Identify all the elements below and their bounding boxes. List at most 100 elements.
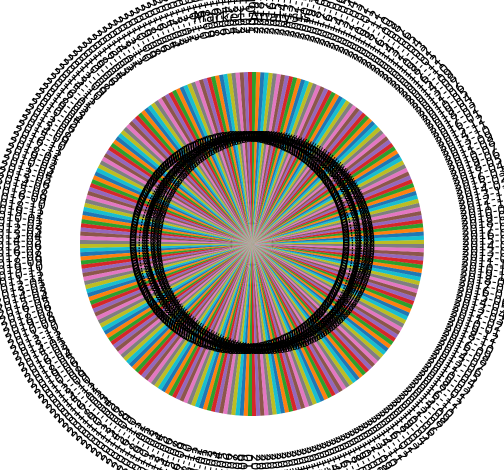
pie-category-label: 2018-09 xyxy=(235,453,252,470)
pie-slice xyxy=(252,84,321,244)
pie-slice xyxy=(187,244,252,405)
pie-slice xyxy=(87,190,253,244)
pie-slice xyxy=(239,244,252,416)
pie-slice xyxy=(179,86,252,244)
pie-slice xyxy=(198,244,252,409)
pie-slice xyxy=(252,80,310,244)
pie-slice xyxy=(247,244,252,416)
pie-slice xyxy=(92,244,252,313)
pie-percent-label: 0.4% xyxy=(323,298,356,313)
pie-slice xyxy=(252,244,424,261)
pie-slice xyxy=(126,244,252,365)
pie-slice xyxy=(252,244,347,391)
pie-slice xyxy=(80,231,252,244)
pie-percent-label: 0.4% xyxy=(338,207,371,222)
pie-slice xyxy=(112,244,252,349)
pie-percent-label: 0.4% xyxy=(282,140,315,155)
pie-slice xyxy=(252,171,410,244)
pie-slice xyxy=(252,244,405,328)
pie-slice xyxy=(191,81,252,244)
pie-slice xyxy=(134,115,252,244)
pie-percent-label: 0.4% xyxy=(209,133,242,148)
pie-slice xyxy=(252,183,415,244)
pie-slice xyxy=(252,86,325,244)
pie-percent-label: 0.4% xyxy=(148,298,181,313)
pie-percent-label: 0.4% xyxy=(239,130,272,145)
pie-percent-label: 0.4% xyxy=(180,328,213,343)
pie-slice xyxy=(252,206,421,244)
pie-percent-label: 0.4% xyxy=(247,130,280,145)
pie-percent-label: 0.4% xyxy=(331,188,364,203)
pie-slice xyxy=(252,235,424,244)
pie-percent-label: 0.4% xyxy=(293,147,326,162)
pie-percent-label: 0.4% xyxy=(166,156,199,171)
pie-percent-label: 0.4% xyxy=(270,135,303,150)
pie-slice xyxy=(252,102,354,244)
pie-percent-label: 0.4% xyxy=(158,163,191,178)
pie-slice xyxy=(252,175,412,244)
pie-slice xyxy=(252,244,408,321)
pie-percent-label: 0.4% xyxy=(341,220,374,235)
pie-percent-label: 0.4% xyxy=(342,243,375,258)
pie-percent-label: 0.4% xyxy=(209,340,242,355)
pie-percent-label: 0.4% xyxy=(216,341,249,356)
pie-slice xyxy=(83,244,252,282)
pie-slice xyxy=(252,244,373,370)
pie-category-label: 2014-03 xyxy=(462,239,504,255)
pie-percent-label: 0.4% xyxy=(252,342,285,357)
pie-percent-label: 0.4% xyxy=(337,205,370,220)
pie-percent-label: 0.4% xyxy=(247,343,280,358)
pie-slice xyxy=(252,244,313,407)
pie-percent-label: 0.4% xyxy=(341,222,374,237)
pie-slice xyxy=(252,146,396,244)
pie-slice xyxy=(252,153,401,244)
pie-percent-label: 0.4% xyxy=(337,271,370,286)
pie-category-label: 2013-02 xyxy=(262,452,282,470)
pie-percent-labels: 0.4%0.4%0.4%0.4%0.4%0.4%0.4%0.4%0.4%0.4%… xyxy=(129,130,375,358)
pie-percent-label: 0.4% xyxy=(325,294,358,309)
pie-percent-label: 0.4% xyxy=(313,310,346,325)
pie-percent-label: 0.4% xyxy=(293,326,326,341)
pie-percent-label: 0.4% xyxy=(214,132,247,147)
pie-slice xyxy=(80,223,252,244)
pie-slice xyxy=(80,244,252,261)
pie-percent-label: 0.4% xyxy=(214,341,247,356)
pie-slice xyxy=(252,244,265,416)
pie-percent-label: 0.4% xyxy=(337,202,370,217)
pie-slice xyxy=(87,244,253,298)
pie-percent-label: 0.4% xyxy=(339,210,372,225)
pie-slice xyxy=(96,244,253,321)
pie-percent-label: 0.4% xyxy=(237,343,270,358)
pie-category-label: 2014-05 xyxy=(216,0,237,36)
pie-category-label: 2011-12 xyxy=(460,254,504,274)
pie-percent-label: 0.4% xyxy=(152,302,185,317)
pie-slice xyxy=(252,74,286,245)
pie-slice xyxy=(252,244,261,416)
pie-percent-label: 0.4% xyxy=(232,343,265,358)
pie-category-label: 2018-07 xyxy=(460,214,504,234)
pie-percent-label: 0.4% xyxy=(206,134,239,149)
pie-slice xyxy=(252,244,389,352)
pie-percent-label: 0.4% xyxy=(272,337,305,352)
pie-percent-label: 0.4% xyxy=(157,165,190,180)
pie-slice xyxy=(252,244,286,414)
pie-percent-label: 0.4% xyxy=(170,153,203,168)
pie-slice xyxy=(252,126,381,244)
pie-slice xyxy=(252,244,399,339)
pie-category-label: 2010-11 xyxy=(247,454,263,470)
pie-percent-label: 0.4% xyxy=(158,310,191,325)
pie-percent-label: 0.4% xyxy=(331,285,364,300)
pie-slice xyxy=(89,244,252,305)
pie-percent-label: 0.4% xyxy=(133,207,166,222)
pie-percent-label: 0.4% xyxy=(185,143,218,158)
pie-percent-label: 0.4% xyxy=(131,256,164,271)
pie-percent-label: 0.4% xyxy=(319,171,352,186)
pie-percent-label: 0.4% xyxy=(318,169,351,184)
pie-percent-label: 0.4% xyxy=(279,139,312,154)
pie-slice xyxy=(210,244,252,412)
pie-slice xyxy=(108,146,252,244)
pie-slice xyxy=(179,244,252,402)
pie-category-label: 2013-04 xyxy=(0,227,43,244)
pie-percent-label: 0.4% xyxy=(336,200,369,215)
pie-slice xyxy=(252,244,329,400)
